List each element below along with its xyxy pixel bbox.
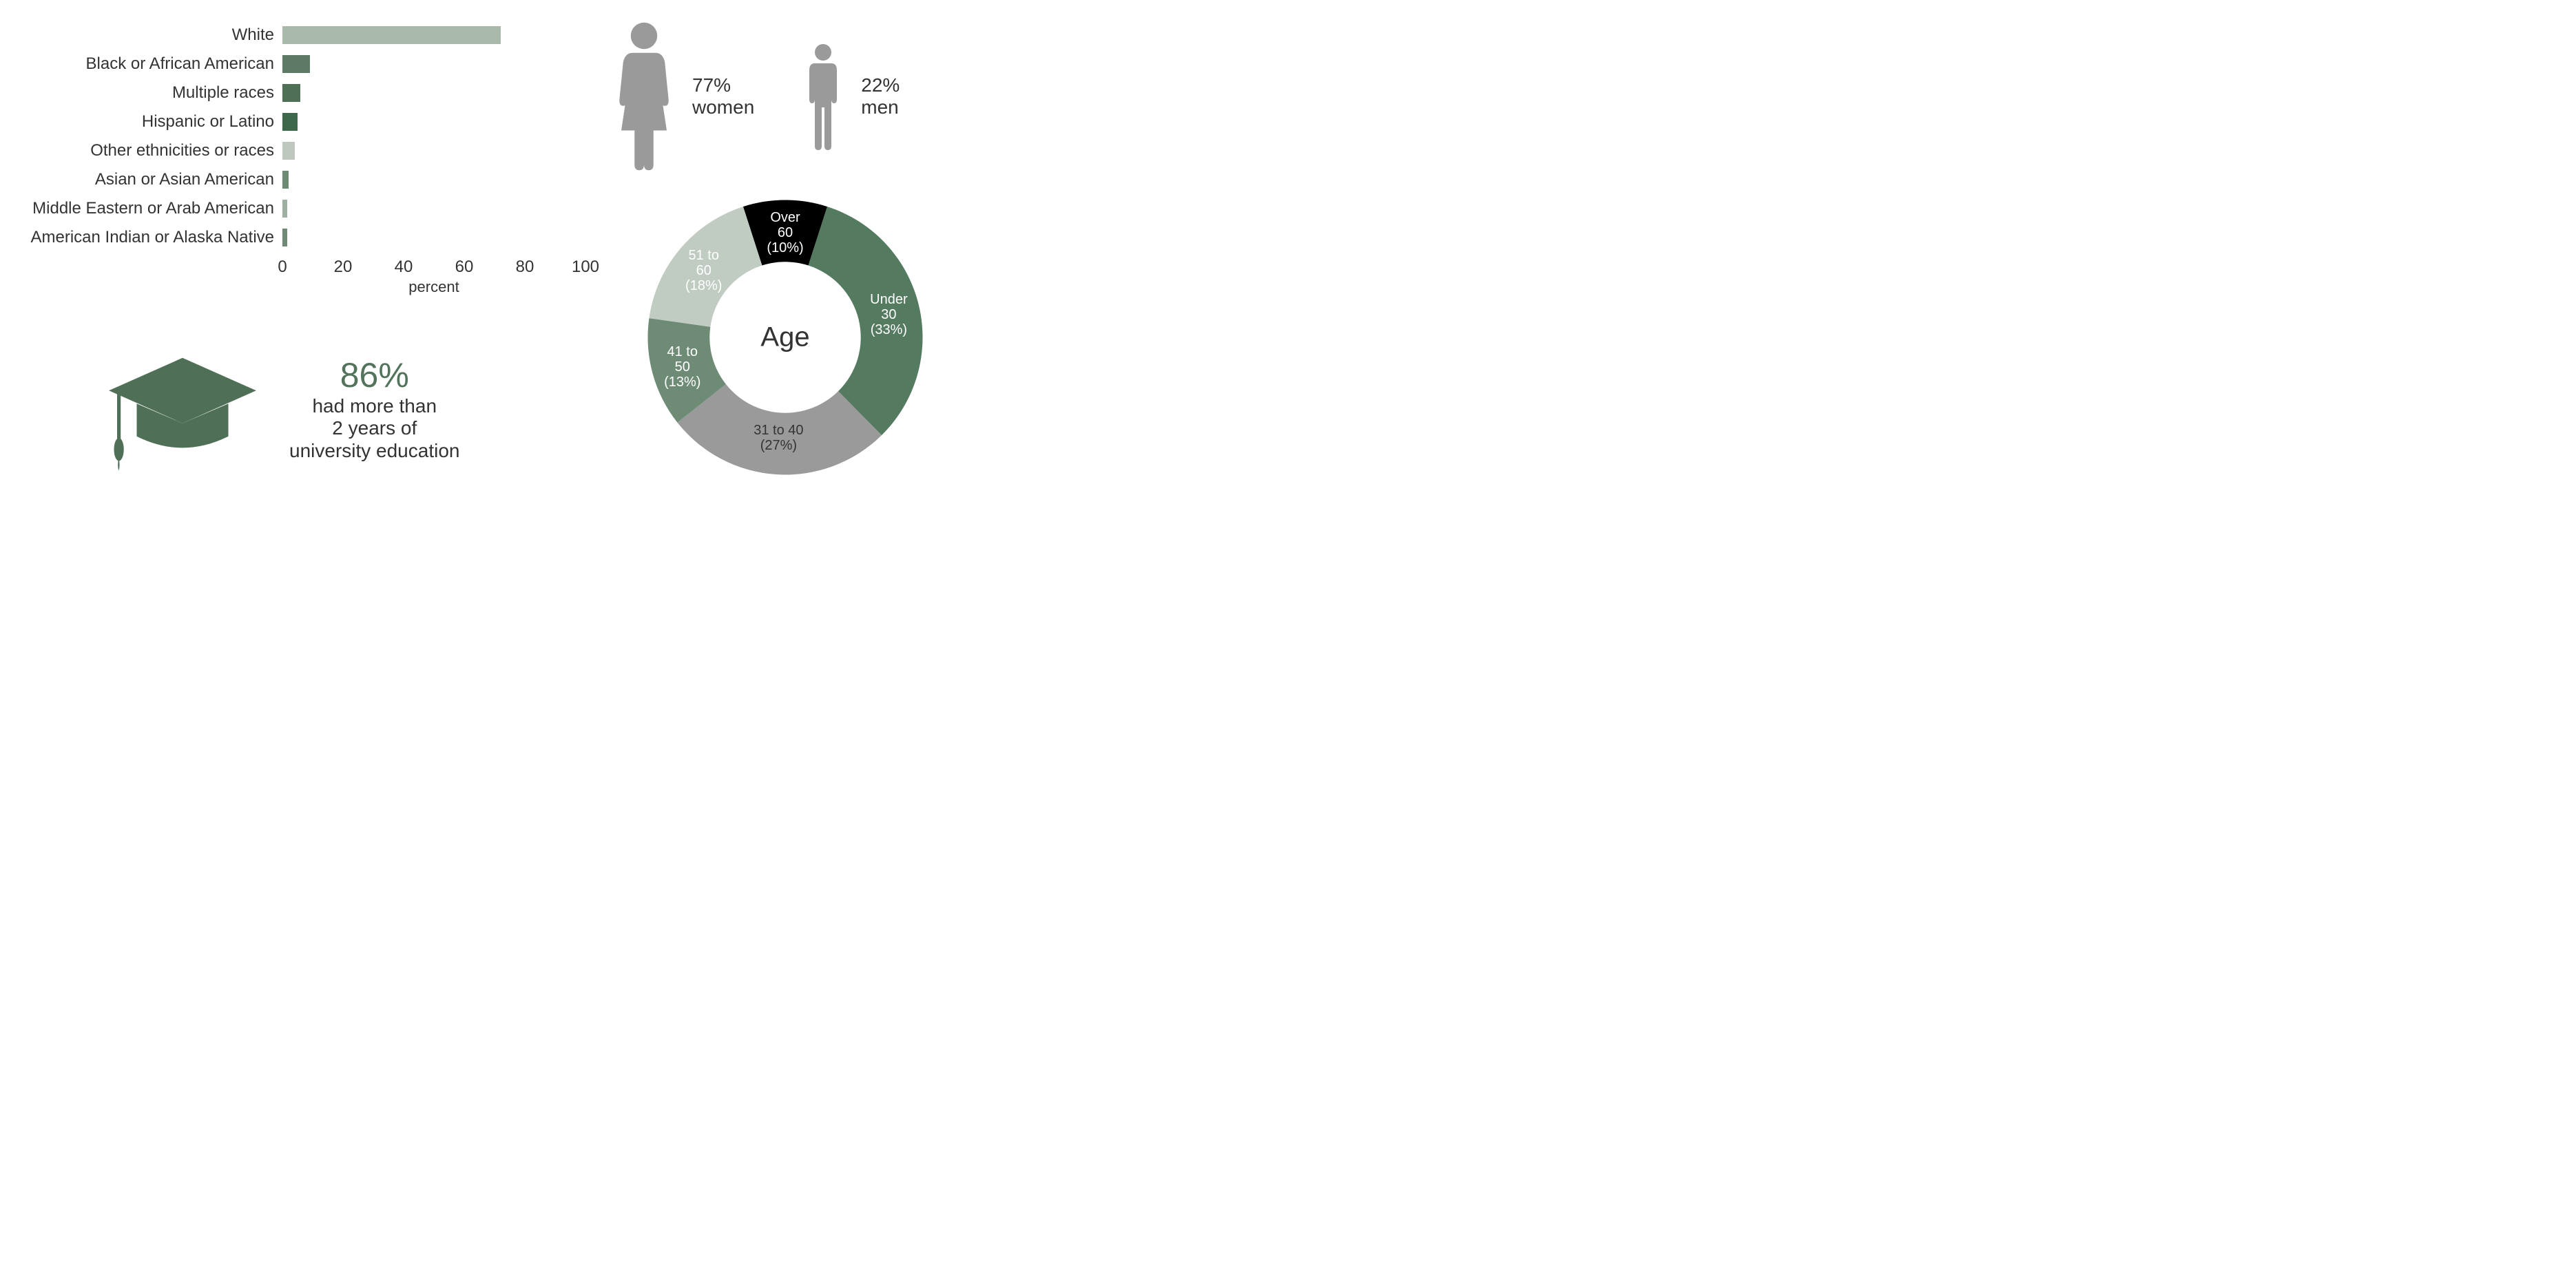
donut-center-label: Age [760, 322, 809, 353]
bar-tick: 20 [334, 258, 353, 277]
bar-fill [282, 142, 295, 160]
bar-axis-label: percent [408, 278, 459, 296]
bar-label: Middle Eastern or Arab American [14, 199, 282, 218]
graduation-cap-icon [96, 341, 269, 476]
bar-tick: 80 [516, 258, 534, 277]
men-label: men [861, 96, 900, 118]
bar-label: Asian or Asian American [14, 170, 282, 189]
bar-fill [282, 84, 300, 102]
bar-fill [282, 26, 501, 44]
bar-row: White [14, 21, 585, 50]
bar-row: Other ethnicities or races [14, 136, 585, 165]
donut-slice-label-51to60: 51 to60(18%) [676, 248, 731, 293]
education-percent: 86% [289, 355, 459, 395]
bar-fill [282, 55, 310, 73]
education-block: 86% had more than 2 years of university … [96, 341, 585, 476]
bar-row: Hispanic or Latino [14, 107, 585, 136]
bar-fill [282, 113, 298, 131]
man-icon [796, 41, 851, 151]
gender-block: 77% women 22% men [606, 21, 1019, 172]
bar-fill [282, 229, 287, 246]
education-line-1: had more than [289, 395, 459, 417]
bar-tick: 100 [572, 258, 599, 277]
bar-row: American Indian or Alaska Native [14, 223, 585, 252]
men-percent: 22% [861, 74, 900, 96]
donut-slice-label-under30: Under30(33%) [861, 292, 916, 337]
bar-tick: 40 [395, 258, 413, 277]
bar-row: Multiple races [14, 78, 585, 107]
women-label: women [692, 96, 754, 118]
bar-row: Middle Eastern or Arab American [14, 194, 585, 223]
bar-tick: 60 [455, 258, 474, 277]
bar-row: Asian or Asian American [14, 165, 585, 194]
bar-label: White [14, 25, 282, 45]
age-donut-chart: Age Over60(10%) Under30(33%) 31 to 40(27%)… [641, 193, 930, 482]
donut-slice-label-over60: Over60(10%) [758, 210, 813, 255]
donut-slice-label-41to50: 41 to50(13%) [655, 344, 710, 390]
bar-row: Black or African American [14, 50, 585, 78]
gender-women: 77% women [606, 21, 754, 172]
ethnicity-bar-chart: White Black or African American Multiple r… [14, 21, 585, 293]
bar-tick: 0 [278, 258, 287, 277]
bar-axis: 020406080100 percent [282, 252, 585, 293]
bar-label: Other ethnicities or races [14, 141, 282, 160]
donut-slice-label-31to40: 31 to 40(27%) [751, 423, 806, 453]
bar-label: Multiple races [14, 83, 282, 103]
bar-label: Hispanic or Latino [14, 112, 282, 132]
bar-label: American Indian or Alaska Native [14, 228, 282, 247]
gender-men: 22% men [796, 41, 900, 151]
education-line-3: university education [289, 440, 459, 462]
bar-label: Black or African American [14, 54, 282, 74]
bar-fill [282, 171, 289, 189]
bar-fill [282, 200, 287, 218]
women-percent: 77% [692, 74, 754, 96]
education-line-2: 2 years of [289, 417, 459, 439]
woman-icon [606, 21, 682, 172]
